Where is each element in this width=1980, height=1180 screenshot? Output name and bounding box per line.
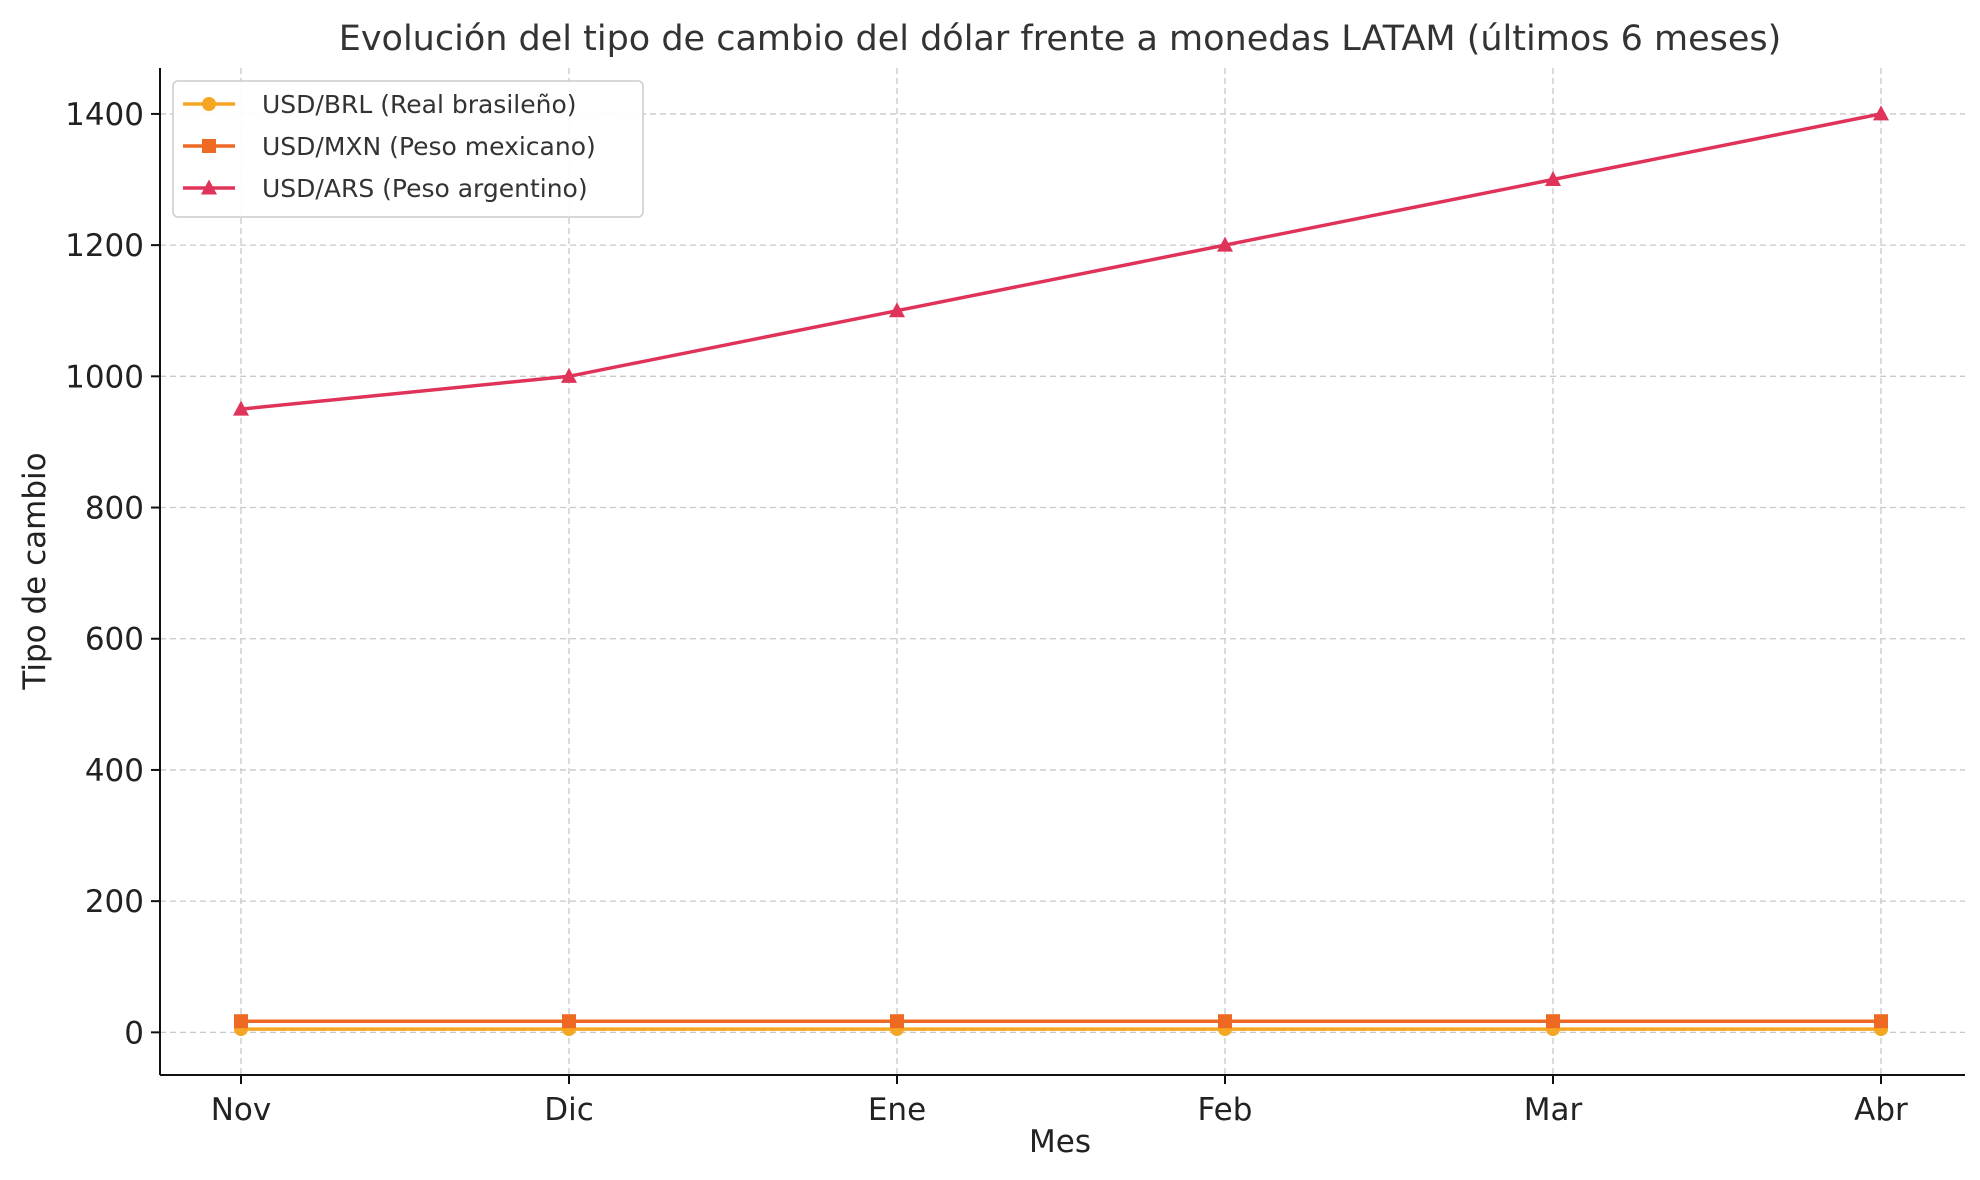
legend-item: USD/BRL (Real brasileño) [183, 90, 577, 119]
legend-label: USD/ARS (Peso argentino) [262, 174, 588, 203]
y-axis-label: Tipo de cambio [17, 452, 53, 690]
x-axis-label: Mes [1029, 1124, 1091, 1160]
y-tick-label: 1000 [65, 359, 144, 395]
x-tick-label: Dic [544, 1092, 594, 1128]
data-point [1217, 236, 1233, 252]
axes: 0 200 400 600 800 1000 1200 1400 Nov Dic Ene Feb Mar… [65, 68, 1965, 1128]
data-point [1545, 171, 1561, 187]
y-tick-label: 800 [85, 491, 144, 527]
legend-item: USD/MXN (Peso mexicano) [183, 132, 596, 161]
legend-marker [201, 179, 217, 195]
data-point [561, 367, 577, 383]
legend-marker [202, 139, 216, 153]
y-tick-label: 200 [85, 884, 144, 920]
legend-label: USD/BRL (Real brasileño) [262, 90, 577, 119]
legend-item: USD/ARS (Peso argentino) [183, 174, 588, 203]
data-point [889, 302, 905, 318]
data-point [1874, 1014, 1888, 1029]
y-tick-label: 0 [124, 1015, 144, 1051]
series-group [233, 105, 1889, 1037]
data-point [562, 1014, 576, 1029]
data-point [1873, 105, 1889, 121]
series-2 [233, 105, 1889, 416]
data-point [1546, 1014, 1560, 1029]
y-tick-label: 1200 [65, 228, 144, 264]
legend-frame [172, 80, 644, 218]
legend: USD/BRL (Real brasileño) USD/MXN (Peso me… [172, 80, 644, 218]
x-tick-label: Feb [1198, 1092, 1253, 1128]
data-point [890, 1014, 904, 1029]
data-point [234, 1014, 248, 1029]
legend-label: USD/MXN (Peso mexicano) [262, 132, 596, 161]
legend-marker [202, 97, 216, 111]
x-tick-label: Ene [868, 1092, 926, 1128]
series-1 [234, 1014, 1888, 1029]
y-tick-label: 1400 [65, 97, 144, 133]
x-tick-label: Mar [1524, 1092, 1583, 1128]
data-point [1218, 1014, 1232, 1029]
chart-title: Evolución del tipo de cambio del dólar f… [339, 19, 1782, 59]
data-point [233, 400, 249, 416]
y-tick-label: 600 [85, 622, 144, 658]
y-tick-label: 400 [85, 753, 144, 789]
x-tick-label: Abr [1854, 1092, 1908, 1128]
series-line [240, 112, 1882, 411]
x-tick-label: Nov [211, 1092, 272, 1128]
